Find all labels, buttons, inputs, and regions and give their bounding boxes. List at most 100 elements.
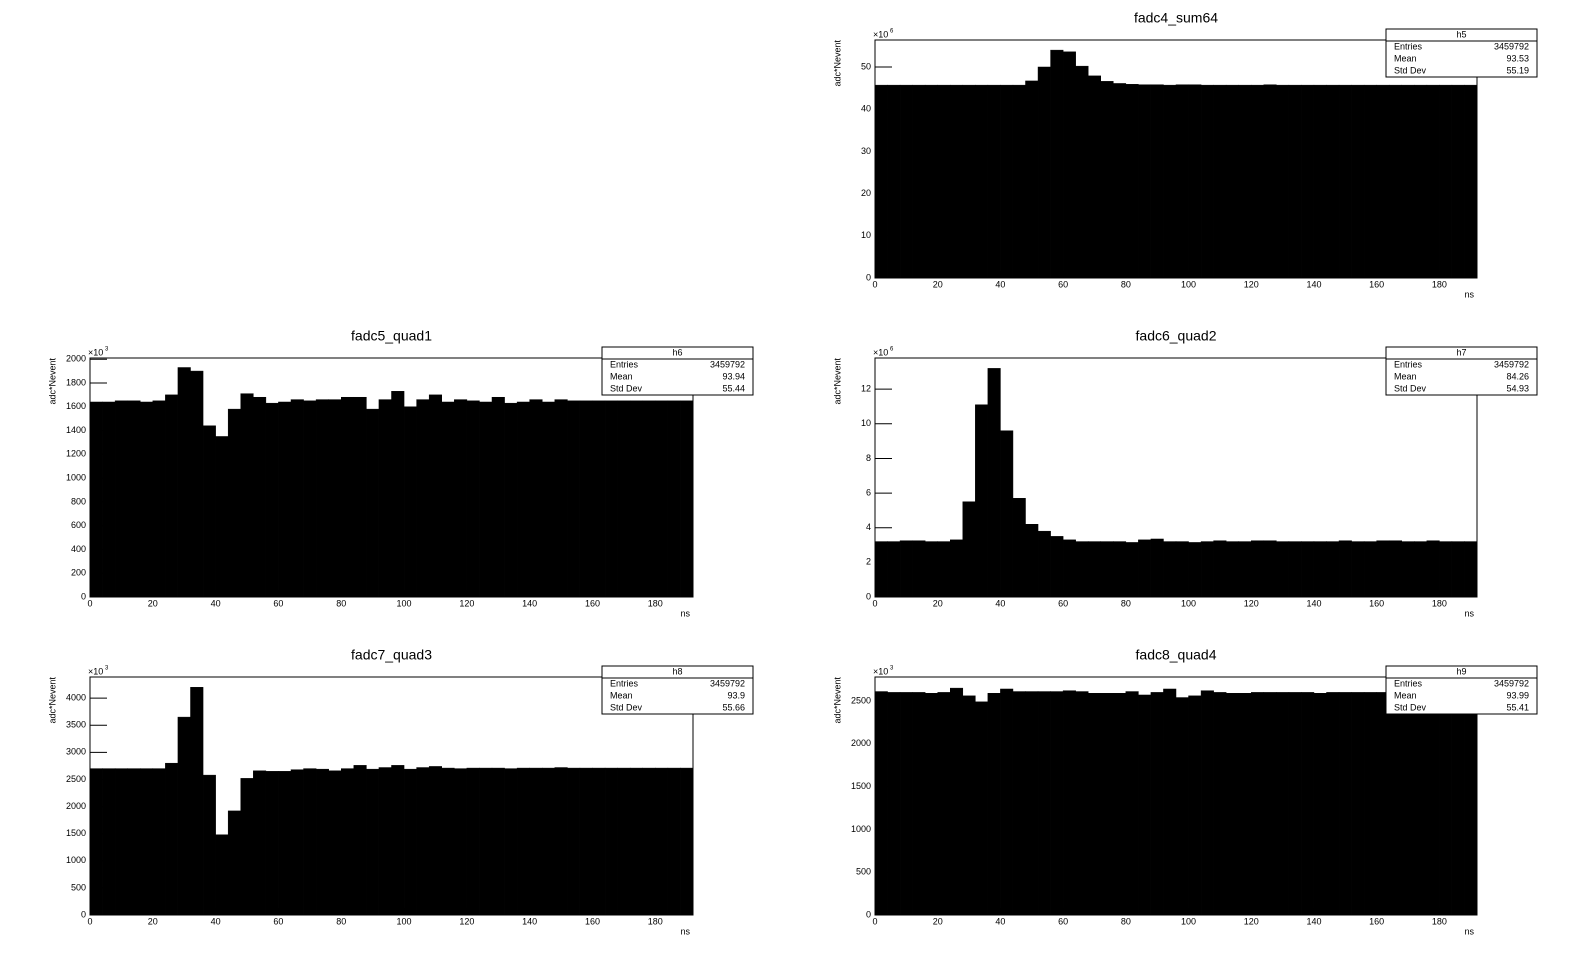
y-tick-label: 1200 xyxy=(66,449,86,459)
x-tick-label: 120 xyxy=(1244,279,1259,289)
chart-title: fadc8_quad4 xyxy=(1136,647,1217,663)
histogram-bin xyxy=(1251,540,1265,598)
histogram-bin xyxy=(303,400,317,598)
histogram-bin xyxy=(1414,692,1428,916)
histogram-bin xyxy=(655,400,669,598)
histogram-bin xyxy=(1225,693,1239,916)
histogram-bin xyxy=(504,768,518,916)
histogram-bin xyxy=(950,687,964,916)
y-tick-label: 8 xyxy=(866,453,871,463)
stats-label: Mean xyxy=(610,690,633,700)
histogram-bin xyxy=(479,401,493,598)
histogram-bin xyxy=(899,84,913,279)
stats-box xyxy=(601,665,754,715)
histogram-bin xyxy=(642,400,656,598)
x-tick-label: 60 xyxy=(1058,916,1068,926)
chart-title: fadc5_quad1 xyxy=(351,328,432,344)
stats-value: 55.66 xyxy=(722,702,745,712)
histogram-bin xyxy=(516,401,530,598)
histogram-bin xyxy=(1288,84,1302,279)
stats-title: h8 xyxy=(672,666,682,676)
histogram-bin xyxy=(1175,541,1189,598)
histogram-bin xyxy=(278,771,292,916)
histogram-bin xyxy=(680,400,694,598)
histogram-bin xyxy=(1338,540,1352,598)
histogram-bin xyxy=(617,400,631,598)
histogram-bin xyxy=(1414,541,1428,598)
x-axis-label: ns xyxy=(1464,289,1474,299)
histogram-bin xyxy=(1313,84,1327,279)
stats-box xyxy=(601,346,754,396)
y-tick-label: 6 xyxy=(866,487,871,497)
x-tick-label: 20 xyxy=(933,598,943,608)
histogram-bin xyxy=(114,400,128,598)
histogram-bin xyxy=(975,701,989,916)
x-tick-label: 120 xyxy=(459,598,474,608)
y-tick-label: 2 xyxy=(866,557,871,567)
histogram-bin xyxy=(1363,692,1377,916)
histogram-bin xyxy=(1351,541,1365,598)
histogram-bin xyxy=(202,425,216,598)
x-tick-label: 20 xyxy=(933,916,943,926)
histogram-bin xyxy=(1163,688,1177,916)
histogram-bin xyxy=(962,501,976,598)
histogram-bin xyxy=(1401,84,1415,279)
stats-label: Mean xyxy=(1394,690,1417,700)
y-scale-base: ×10 xyxy=(873,666,888,676)
stats-box xyxy=(1385,28,1538,78)
histogram-bin xyxy=(1238,84,1252,279)
x-tick-label: 40 xyxy=(211,916,221,926)
y-axis-label: adc*Nevent xyxy=(47,358,57,405)
histogram-bin xyxy=(479,767,493,916)
y-axis-label: adc*Nevent xyxy=(832,677,842,724)
histogram-bin xyxy=(227,408,241,598)
histogram-bin xyxy=(1376,692,1390,916)
histogram-bin xyxy=(579,400,593,598)
x-tick-label: 180 xyxy=(648,598,663,608)
histogram-bin xyxy=(1388,84,1403,279)
x-tick-label: 120 xyxy=(1244,598,1259,608)
y-tick-label: 0 xyxy=(866,272,871,282)
stats-label: Entries xyxy=(1394,678,1423,688)
stats-value: 55.19 xyxy=(1506,65,1529,75)
x-tick-label: 140 xyxy=(1306,916,1321,926)
x-tick-label: 60 xyxy=(1058,279,1068,289)
histogram-bin xyxy=(1113,83,1127,279)
histogram-bin xyxy=(1464,541,1478,598)
histogram-bin xyxy=(1451,541,1465,598)
histogram-bin xyxy=(1276,84,1290,279)
y-tick-label: 1600 xyxy=(66,401,86,411)
histogram-bin xyxy=(1313,541,1327,598)
histogram-bin xyxy=(975,84,989,279)
x-axis-label: ns xyxy=(680,608,690,618)
histogram-bin xyxy=(127,768,141,916)
histogram-bin xyxy=(1188,695,1202,916)
x-tick-label: 180 xyxy=(648,916,663,926)
histogram-bin xyxy=(667,400,681,598)
histogram-bin xyxy=(1401,692,1415,916)
x-tick-label: 40 xyxy=(995,598,1005,608)
histogram-bin xyxy=(1037,691,1051,916)
histogram-bin xyxy=(253,770,267,916)
histogram-bin xyxy=(1075,541,1089,598)
histogram-bin xyxy=(190,370,204,598)
histogram-bin xyxy=(152,400,166,598)
histogram-bin xyxy=(1213,540,1227,598)
histogram-bin xyxy=(1200,690,1214,916)
histogram-bin xyxy=(1113,541,1127,598)
histogram-bin xyxy=(1100,693,1114,916)
plot-frame xyxy=(874,676,1478,916)
histogram-bin xyxy=(874,691,888,916)
plot-frame xyxy=(89,357,694,598)
histogram-bin xyxy=(1138,694,1152,916)
histogram-bin xyxy=(887,541,901,598)
histogram-bin xyxy=(140,768,154,916)
x-axis-label: ns xyxy=(1464,608,1474,618)
histogram-bin xyxy=(504,402,518,598)
y-tick-label: 2500 xyxy=(66,774,86,784)
x-tick-label: 120 xyxy=(459,916,474,926)
histogram-bin xyxy=(1388,692,1403,916)
y-tick-label: 0 xyxy=(81,591,86,601)
y-tick-label: 500 xyxy=(71,882,86,892)
y-scale-exponent: 3 xyxy=(105,666,109,672)
